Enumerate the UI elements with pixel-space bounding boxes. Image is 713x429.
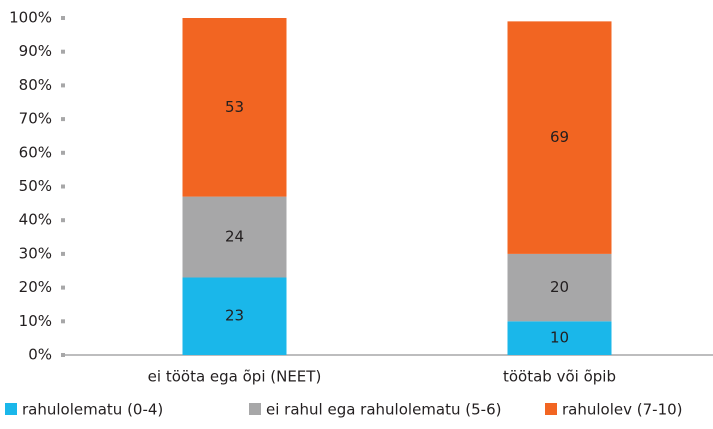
y-tick-mark xyxy=(61,49,65,54)
legend-label: ei rahul ega rahulolematu (5-6) xyxy=(266,401,501,419)
legend-label: rahulolematu (0-4) xyxy=(22,401,163,419)
y-tick-mark xyxy=(61,251,65,256)
data-label: 23 xyxy=(225,307,244,325)
bar-segment xyxy=(182,196,287,278)
y-tick-mark xyxy=(61,285,65,290)
bar-segment xyxy=(507,321,612,355)
y-tick-mark xyxy=(61,353,65,357)
bar-segment xyxy=(182,18,287,197)
y-tick-label: 60% xyxy=(19,143,52,161)
data-label: 53 xyxy=(225,98,244,116)
bar-segment xyxy=(507,21,612,254)
data-label: 20 xyxy=(550,278,569,296)
y-tick-mark xyxy=(61,16,65,20)
y-tick-mark xyxy=(61,117,65,122)
y-tick-label: 80% xyxy=(19,76,52,94)
bar-segment xyxy=(182,277,287,355)
y-tick-mark xyxy=(61,184,65,189)
y-tick-label: 50% xyxy=(19,177,52,195)
y-tick-label: 10% xyxy=(19,312,52,330)
y-tick-label: 90% xyxy=(19,42,52,60)
x-tick-label: töötab või õpib xyxy=(503,368,616,386)
legend-label: rahulolev (7-10) xyxy=(562,401,683,419)
y-tick-mark xyxy=(61,83,65,88)
y-tick-label: 100% xyxy=(9,9,52,27)
y-tick-label: 0% xyxy=(28,346,52,364)
data-label: 24 xyxy=(225,228,244,246)
y-tick-label: 20% xyxy=(19,278,52,296)
y-tick-label: 30% xyxy=(19,244,52,262)
data-label: 69 xyxy=(550,128,569,146)
data-label: 10 xyxy=(550,329,569,347)
legend-swatch xyxy=(5,403,17,415)
y-tick-label: 70% xyxy=(19,110,52,128)
legend-swatch xyxy=(249,403,261,415)
x-tick-label: ei tööta ega õpi (NEET) xyxy=(148,368,322,386)
y-tick-mark xyxy=(61,218,65,223)
legend-swatch xyxy=(545,403,557,415)
y-tick-mark xyxy=(61,150,65,155)
y-tick-label: 40% xyxy=(19,211,52,229)
bar-segment xyxy=(507,253,612,322)
y-tick-mark xyxy=(61,319,65,324)
